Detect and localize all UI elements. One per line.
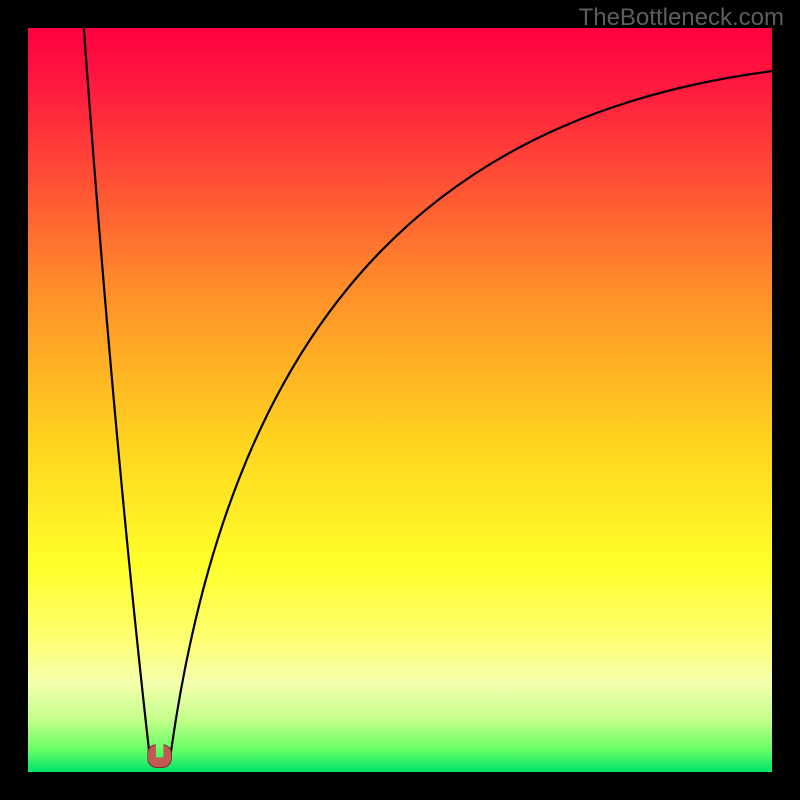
chart-root: TheBottleneck.com (0, 0, 800, 800)
curve-layer (28, 28, 772, 772)
watermark-text: TheBottleneck.com (579, 4, 784, 32)
plot-area (28, 28, 772, 772)
